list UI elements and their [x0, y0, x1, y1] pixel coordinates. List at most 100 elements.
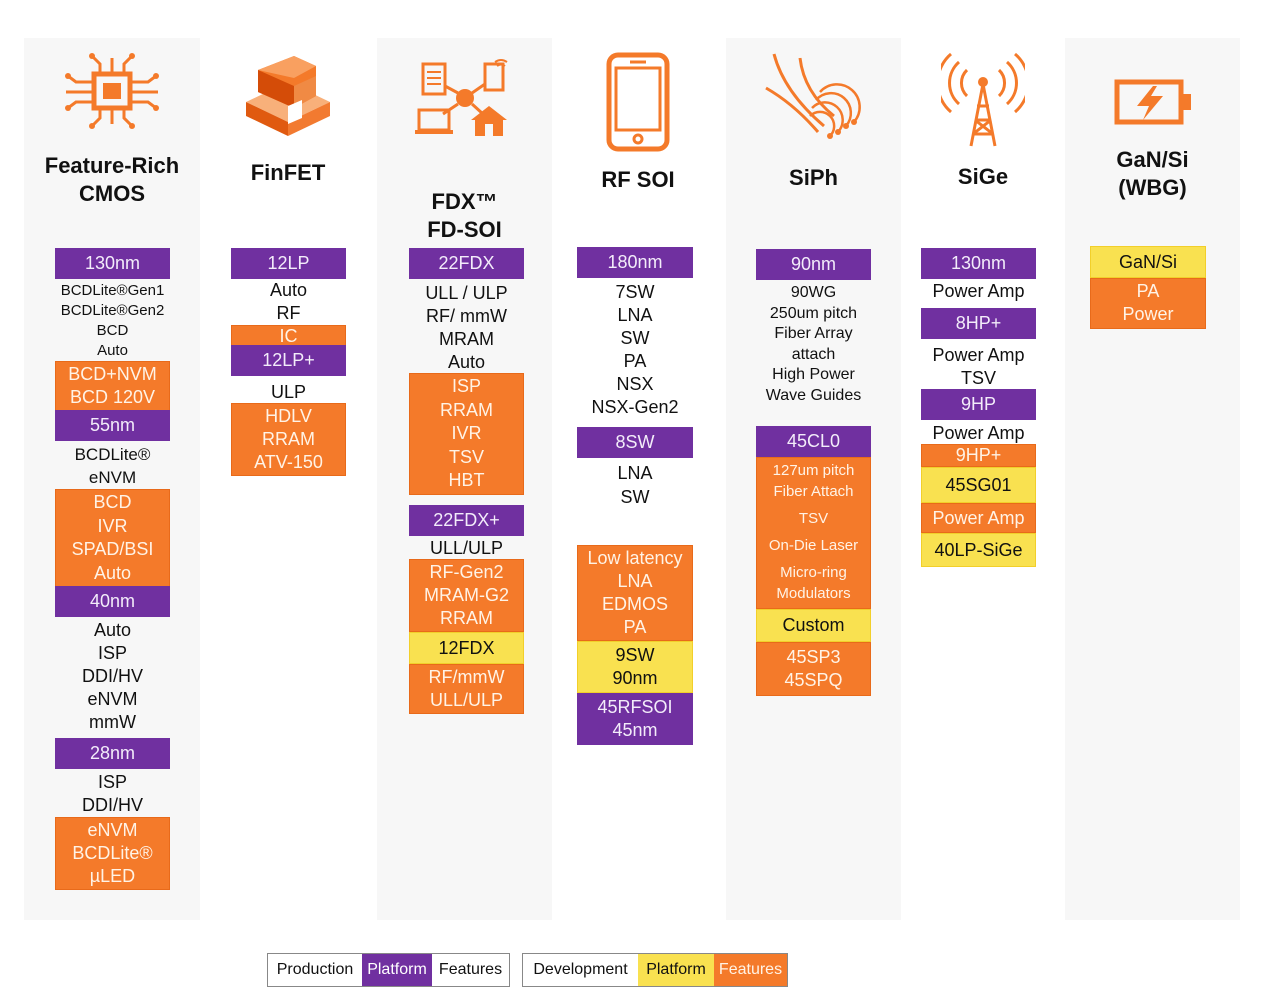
feature-label: BCD: [93, 492, 132, 512]
feature-label: µLED: [89, 866, 136, 886]
feature-label: 9HP+: [921, 444, 1036, 467]
feature-label: ATV-150: [254, 452, 323, 472]
legend-development: Development Platform Features: [522, 953, 788, 987]
feature-label: SW: [620, 487, 650, 507]
feature-label: Auto: [93, 562, 132, 583]
platform-label: 55nm: [55, 410, 170, 441]
column-sige: SiGe 130nm Power Amp 8HP+ Power Amp TSV …: [903, 38, 1063, 920]
legend-production-label: Production: [268, 954, 362, 986]
feature-label: Auto: [269, 280, 308, 300]
feature-label: 90WG: [790, 284, 837, 301]
feature-label: 45SPQ: [784, 670, 843, 690]
feature-label: Fiber Attach: [773, 483, 854, 500]
platform-label: 12LP: [231, 248, 346, 279]
column-feature-rich-cmos: Feature-Rich CMOS 130nm BCDLite®Gen1 BCDL…: [24, 38, 200, 920]
feature-label: BCDLite®Gen1: [60, 282, 165, 299]
feature-label: HBT: [448, 470, 485, 490]
feature-label: RRAM: [262, 429, 315, 449]
feature-label: eNVM: [88, 468, 137, 487]
feature-label: LNA: [617, 305, 653, 325]
platform-label: 180nm: [577, 247, 693, 278]
feature-label: Wave Guides: [765, 386, 862, 404]
feature-label: RRAM: [440, 608, 493, 628]
column-title: GaN/Si (WBG): [1116, 147, 1189, 200]
feature-label: BCDLite®: [72, 843, 153, 863]
feature-label: PA: [623, 617, 647, 637]
feature-label: MRAM-G2: [424, 585, 509, 605]
feature-label: ISP: [97, 772, 127, 792]
column-title: SiPh: [789, 165, 838, 190]
platform-label: 45RFSOI: [597, 697, 673, 717]
feature-label: Low latency: [587, 548, 683, 568]
feature-label: High Power: [772, 366, 855, 383]
feature-label: MRAM: [439, 329, 494, 349]
platform-label: 8SW: [577, 427, 693, 458]
platform-label: 28nm: [55, 738, 170, 769]
feature-label: NSX-Gen2: [591, 397, 679, 417]
legend-production-features: Features: [432, 954, 509, 986]
feature-label: RF-Gen2: [429, 562, 504, 582]
feature-label: 7SW: [615, 282, 655, 302]
antenna-tower-icon: [941, 52, 1025, 147]
feature-label: NSX: [616, 374, 654, 394]
feature-label: Power: [1122, 304, 1174, 324]
column-title: FinFET: [250, 160, 326, 185]
platform-label: 12FDX: [409, 632, 524, 664]
column-title: SiGe: [957, 164, 1009, 189]
feature-label: ULP: [270, 382, 306, 402]
feature-label: RF: [276, 303, 301, 323]
platform-label: Custom: [756, 609, 871, 642]
smartphone-icon: [606, 52, 670, 152]
platform-label: 12LP+: [231, 345, 346, 376]
feature-label: ULL/ULP: [429, 538, 504, 558]
feature-label: eNVM: [87, 689, 138, 709]
platform-label: 45CL0: [756, 426, 871, 457]
column-finfet: FinFET 12LP Auto RF IC 12LP+ ULP HDLV RR…: [202, 38, 374, 920]
feature-label: Fiber Array: [774, 325, 853, 342]
feature-label: ISP: [97, 643, 127, 663]
platform-label: 45nm: [612, 720, 658, 740]
feature-label: BCDLite®Gen2: [60, 302, 165, 319]
feature-label: Micro-ring: [780, 564, 847, 581]
platform-label: 40nm: [55, 586, 170, 617]
platform-label: 90nm: [756, 249, 871, 280]
feature-label: TSV: [448, 446, 484, 467]
feature-label: Power Amp: [932, 345, 1025, 365]
column-title: RF SOI: [601, 167, 675, 192]
feature-label: LNA: [617, 463, 653, 483]
feature-label: PA: [1136, 281, 1160, 301]
feature-label: BCDLite®: [74, 445, 151, 464]
connected-devices-icon: [414, 59, 508, 136]
feature-label: DDI/HV: [81, 795, 143, 815]
legend-development-features: Features: [714, 954, 787, 986]
column-gan-si: GaN/Si (WBG) GaN/Si PA Power: [1065, 38, 1240, 920]
feature-label: BCD: [96, 322, 129, 339]
feature-label: IVR: [97, 515, 128, 536]
legend-production-platform: Platform: [362, 954, 432, 986]
platform-label: 45SG01: [921, 467, 1036, 503]
platform-label: 90nm: [612, 668, 658, 688]
platform-label: 22FDX: [409, 248, 524, 279]
finfet-blocks-icon: [246, 56, 330, 136]
fiber-optics-icon: [764, 53, 861, 139]
column-fdx-fd-soi: FDX™ FD-SOI 22FDX ULL / ULP RF/ mmW MRAM …: [377, 38, 552, 920]
feature-label: Power Amp: [932, 423, 1025, 443]
feature-label: Power Amp: [921, 503, 1036, 533]
column-title: FDX™ FD-SOI: [427, 189, 502, 242]
feature-label: BCD 120V: [69, 387, 156, 407]
feature-label: ULL/ULP: [429, 690, 504, 710]
feature-label: eNVM: [87, 820, 138, 840]
feature-label: BCD+NVM: [68, 364, 157, 384]
feature-label: HDLV: [265, 406, 312, 426]
battery-charging-icon: [1114, 79, 1191, 125]
column-rf-soi: RF SOI 180nm 7SW LNA SW PA NSX NSX-Gen2 …: [552, 38, 724, 920]
legend-development-platform: Platform: [638, 954, 714, 986]
platform-label: 130nm: [921, 248, 1036, 279]
feature-label: LNA: [617, 571, 653, 591]
feature-label: RF/mmW: [428, 667, 505, 687]
feature-label: 250um pitch: [769, 304, 858, 322]
platform-label: 9SW: [615, 645, 655, 665]
platform-label: 40LP-SiGe: [921, 533, 1036, 567]
legend-development-label: Development: [523, 954, 638, 986]
feature-label: On-Die Laser: [768, 537, 859, 554]
